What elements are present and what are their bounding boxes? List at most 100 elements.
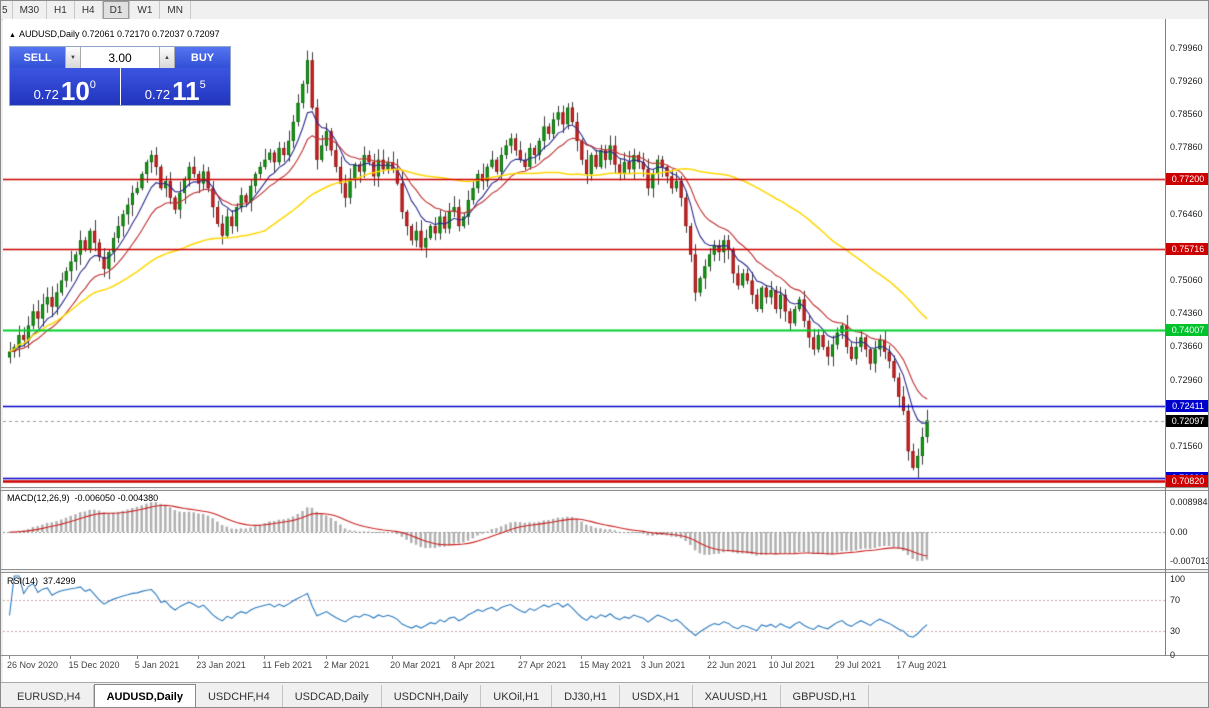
date-axis-tick — [453, 656, 455, 659]
symbol-tab-xauusd-h1[interactable]: XAUUSD,H1 — [693, 685, 781, 707]
rsi-axis-level: 100 — [1170, 574, 1186, 584]
timeframe-button-w1[interactable]: W1 — [130, 1, 161, 19]
symbol-tab-audusd-daily[interactable]: AUDUSD,Daily — [93, 684, 196, 707]
date-axis-tick — [136, 656, 138, 659]
date-axis-tick — [264, 656, 266, 659]
timeframe-button-mn[interactable]: MN — [160, 1, 191, 19]
date-axis-tick — [392, 656, 394, 659]
sell-price-display[interactable]: 0.72 10 0 — [10, 68, 120, 105]
price-axis-tag: 0.77200 — [1166, 172, 1208, 185]
price-axis-tick: 0.76460 — [1170, 208, 1203, 219]
price-axis-tick: 0.77860 — [1170, 142, 1203, 153]
date-axis-label: 22 Jun 2021 — [707, 660, 757, 670]
date-axis-tick — [709, 656, 711, 659]
price-axis-tick: 0.79260 — [1170, 76, 1203, 87]
price-axis-tag: 0.74007 — [1166, 324, 1208, 337]
date-axis-tick — [198, 656, 200, 659]
date-axis-tick — [581, 656, 583, 659]
price-axis-tag: 0.70820 — [1166, 475, 1208, 488]
volume-dropdown-icon[interactable]: ▼ — [65, 47, 81, 68]
price-axis-tag: 0.75716 — [1166, 243, 1208, 256]
date-axis-label: 20 Mar 2021 — [390, 660, 441, 670]
macd-name: MACD(12,26,9) — [7, 493, 70, 503]
timeframe-button-h1[interactable]: H1 — [47, 1, 75, 19]
rsi-canvas[interactable] — [3, 573, 1165, 655]
symbol-tab-usdx-h1[interactable]: USDX,H1 — [620, 685, 693, 707]
rsi-name: RSI(14) — [7, 576, 39, 586]
date-axis-label: 15 May 2021 — [579, 660, 632, 670]
macd-axis-zero: 0.00 — [1170, 527, 1188, 537]
symbol-tab-usdcad-daily[interactable]: USDCAD,Daily — [283, 685, 382, 707]
date-axis-tick — [9, 656, 10, 659]
symbol-tab-eurusd-h4[interactable]: EURUSD,H4 — [5, 685, 94, 707]
date-axis-tick — [898, 656, 900, 659]
date-axis-label: 11 Feb 2021 — [262, 660, 313, 670]
date-axis-tick — [325, 656, 327, 659]
symbol-tab-gbpusd-h1[interactable]: GBPUSD,H1 — [781, 685, 870, 707]
timeframe-button-m5-partial[interactable]: 5 — [1, 1, 13, 19]
timeframe-button-d1[interactable]: D1 — [102, 1, 131, 19]
date-axis-tick — [642, 656, 644, 659]
date-axis-label: 3 Jun 2021 — [640, 660, 686, 670]
price-axis-tag: 0.72411 — [1166, 399, 1208, 412]
date-axis-label: 17 Aug 2021 — [896, 660, 947, 670]
sell-price-prefix: 0.72 — [33, 86, 59, 102]
rsi-axis-level: 30 — [1170, 626, 1181, 637]
price-axis-tick: 0.71560 — [1170, 440, 1203, 451]
macd-axis-min: -0.007013 — [1170, 556, 1209, 566]
date-axis[interactable]: 26 Nov 2020 15 Dec 2020 5 Jan 2021 23 Jan 2… — [3, 656, 1165, 682]
date-axis-label: 8 Apr 2021 — [451, 660, 496, 670]
timeframe-button-m30[interactable]: M30 — [13, 1, 48, 19]
panel-separator[interactable] — [1, 569, 1208, 573]
rsi-axis-level: 0 — [1170, 650, 1176, 660]
buy-price-prefix: 0.72 — [144, 86, 171, 102]
buy-button[interactable]: BUY — [175, 47, 230, 68]
symbol-tab-usdcnh-daily[interactable]: USDCNH,Daily — [382, 685, 482, 707]
price-axis-tick: 0.79960 — [1170, 42, 1203, 53]
rsi-value: 37.4299 — [43, 576, 76, 586]
date-axis-label: 26 Nov 2020 — [7, 660, 59, 670]
chart-symbol-icon: ▲ — [9, 32, 16, 39]
macd-values: -0.006050 -0.004380 — [74, 493, 159, 503]
price-axis-tick: 0.75060 — [1170, 275, 1203, 286]
chart-ohlc-title: ▲ AUDUSD,Daily 0.72061 0.72170 0.72037 0.… — [9, 29, 220, 39]
date-axis-label: 5 Jan 2021 — [134, 660, 180, 670]
symbol-tab-ukoil-h1[interactable]: UKOil,H1 — [481, 685, 553, 707]
timeframe-toolbar: 5 M30 H1 H4 D1 W1 MN — [1, 1, 1208, 20]
volume-spin-up-icon[interactable]: ▲ — [159, 47, 175, 68]
date-axis-tick — [770, 656, 772, 659]
buy-price-display[interactable]: 0.72 11 5 — [120, 68, 230, 107]
buy-price-sup: 5 — [199, 79, 206, 91]
price-axis-border — [1165, 19, 1166, 656]
macd-canvas[interactable] — [3, 491, 1165, 569]
date-axis-label: 27 Apr 2021 — [517, 660, 567, 670]
symbol-tab-usdchf-h4[interactable]: USDCHF,H4 — [196, 685, 283, 707]
sell-price-big: 10 — [60, 76, 90, 107]
volume-field[interactable]: 3.00 — [81, 47, 159, 68]
date-axis-label: 23 Jan 2021 — [196, 660, 246, 670]
symbol-tab-dj30-h1[interactable]: DJ30,H1 — [552, 685, 620, 707]
macd-indicator-label: MACD(12,26,9) -0.006050 -0.004380 — [7, 493, 158, 503]
timeframe-button-h4[interactable]: H4 — [75, 1, 103, 19]
panel-separator[interactable] — [1, 487, 1208, 491]
price-axis-tag: 0.72097 — [1166, 414, 1208, 427]
sell-button[interactable]: SELL — [10, 47, 65, 68]
date-axis-tick — [836, 656, 838, 659]
date-axis-label: 10 Jul 2021 — [768, 660, 816, 670]
buy-price-big: 11 — [172, 76, 200, 107]
date-axis-label: 29 Jul 2021 — [834, 660, 882, 670]
chart-tabs-bar: EURUSD,H4 AUDUSD,Daily USDCHF,H4 USDCAD,Dai… — [1, 682, 1208, 707]
price-axis-tick: 0.74360 — [1170, 308, 1203, 319]
price-axis-tick: 0.72960 — [1170, 374, 1203, 385]
date-axis-label: 2 Mar 2021 — [323, 660, 370, 670]
price-axis-tick: 0.78560 — [1170, 109, 1203, 120]
rsi-indicator-label: RSI(14) 37.4299 — [7, 576, 76, 586]
date-axis-tick — [519, 656, 521, 659]
panel-separator — [1, 655, 1208, 656]
date-axis-label: 15 Dec 2020 — [68, 660, 120, 670]
sell-price-sup: 0 — [89, 79, 96, 91]
macd-axis-max: 0.008984 — [1170, 497, 1208, 508]
date-axis-tick — [70, 656, 72, 659]
chart-symbol-label: AUDUSD,Daily — [18, 29, 80, 39]
